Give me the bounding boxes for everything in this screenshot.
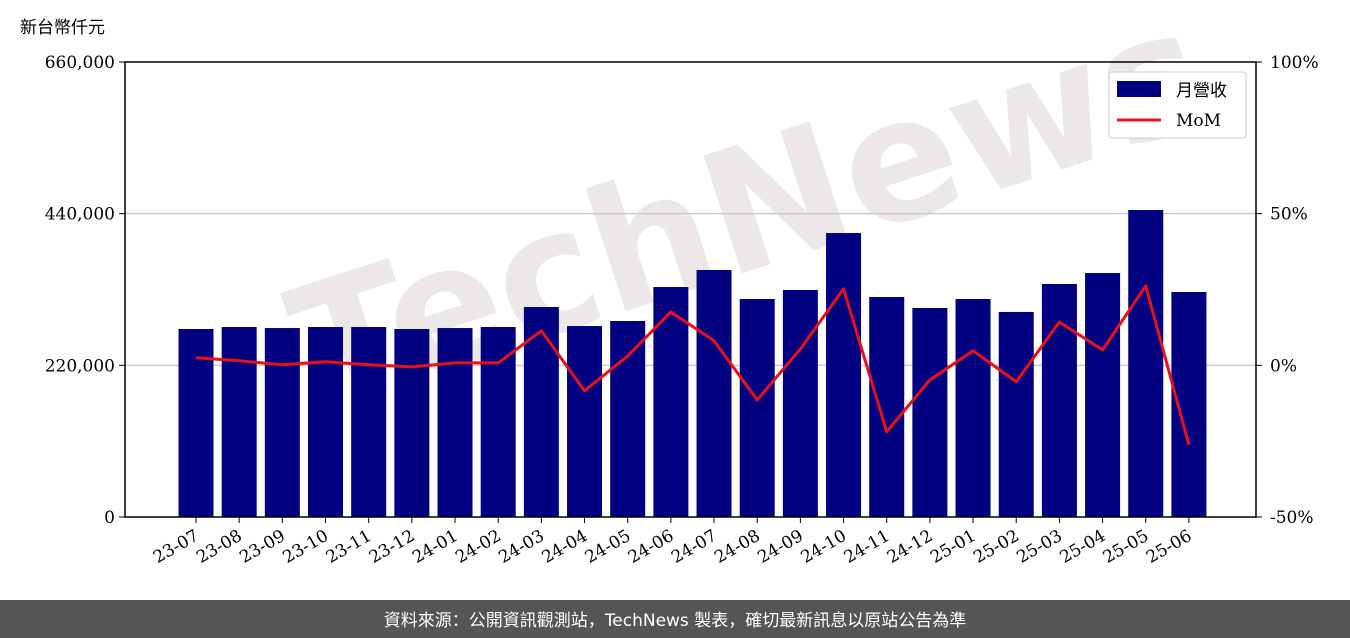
y-tick-label: 0 [104, 508, 115, 528]
y-tick-label: 660,000 [45, 53, 115, 73]
x-tick-label: 24-06 [625, 526, 677, 568]
bar [437, 328, 473, 517]
x-tick-label: 23-07 [150, 526, 202, 568]
bar [308, 327, 344, 517]
x-tick-label: 25-06 [1143, 526, 1195, 568]
x-tick-label: 24-01 [409, 526, 461, 568]
y-tick-label: 440,000 [45, 205, 115, 225]
x-tick-label: 25-04 [1057, 526, 1109, 568]
bar [221, 327, 257, 517]
bar [912, 307, 948, 517]
x-tick-label: 25-05 [1100, 526, 1152, 568]
x-tick-label: 25-03 [1013, 526, 1065, 568]
bar [1128, 210, 1164, 517]
x-tick-label: 24-03 [495, 526, 547, 568]
bar [998, 311, 1034, 517]
bar [1041, 283, 1077, 517]
bar [480, 327, 516, 517]
x-tick-label: 23-09 [236, 526, 288, 568]
legend-label: 月營收 [1176, 81, 1227, 101]
footer-bar [0, 600, 1350, 638]
legend-swatch [1117, 81, 1161, 97]
legend-label: MoM [1176, 111, 1221, 131]
bar [739, 299, 775, 517]
bar [351, 327, 387, 517]
bar [264, 328, 300, 517]
y2-tick-label: 100% [1270, 53, 1319, 73]
bar [610, 321, 646, 517]
x-tick-label: 24-05 [582, 526, 634, 568]
x-tick-label: 24-10 [798, 526, 850, 568]
y-axis-label: 新台幣仟元 [20, 18, 105, 38]
x-tick-label: 24-12 [884, 526, 936, 568]
bar [782, 289, 818, 517]
x-tick-label: 25-01 [927, 526, 979, 568]
bar [523, 307, 559, 517]
footer: 資料來源：公開資訊觀測站，TechNews 製表，確切最新訊息以原站公告為準 [384, 611, 966, 631]
x-tick-label: 23-12 [366, 526, 418, 568]
y2-tick-label: -50% [1270, 508, 1314, 528]
y-tick-label: 220,000 [45, 356, 115, 376]
x-tick-label: 23-08 [193, 526, 245, 568]
x-tick-label: 23-10 [280, 526, 332, 568]
x-tick-label: 24-09 [754, 526, 806, 568]
bar [826, 233, 862, 517]
x-tick-label: 24-11 [841, 526, 893, 568]
y2-tick-label: 50% [1270, 205, 1308, 225]
line [195, 284, 1191, 446]
x-tick-label: 24-08 [711, 526, 763, 568]
x-tick-label: 24-02 [452, 526, 504, 568]
plot-frame [124, 61, 1257, 518]
bar [955, 299, 991, 517]
bar [394, 329, 430, 517]
x-tick-label: 24-07 [668, 526, 720, 568]
bar [567, 326, 603, 517]
x-tick-label: 24-04 [539, 526, 591, 568]
y2-tick-label: 0% [1270, 356, 1297, 376]
bar [869, 297, 905, 517]
x-tick-label: 23-11 [323, 526, 375, 568]
bar [1085, 273, 1121, 517]
x-tick-label: 25-02 [970, 526, 1022, 568]
bar [696, 269, 732, 517]
bar [178, 329, 214, 517]
